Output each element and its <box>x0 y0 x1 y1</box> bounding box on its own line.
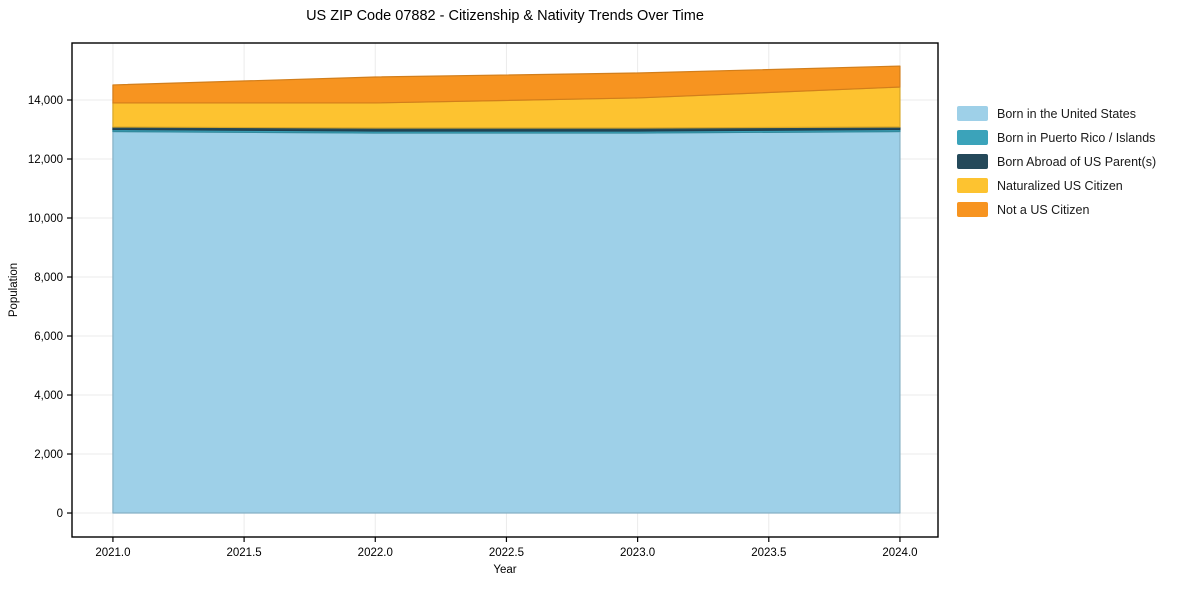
y-tick-label: 0 <box>57 508 63 520</box>
legend-item: Born Abroad of US Parent(s) <box>957 154 1156 169</box>
y-tick-label: 14,000 <box>28 95 63 107</box>
x-tick-label: 2022.0 <box>358 547 393 559</box>
legend-label: Born Abroad of US Parent(s) <box>997 154 1157 169</box>
area-series-4 <box>112 65 901 104</box>
x-tick-label: 2023.5 <box>751 547 786 559</box>
legend-item: Born in Puerto Rico / Islands <box>957 130 1156 145</box>
legend-swatch <box>957 130 988 145</box>
legend-label: Born in Puerto Rico / Islands <box>997 130 1156 145</box>
y-tick-label: 2,000 <box>34 449 63 461</box>
y-axis-label: Population <box>8 262 21 318</box>
legend: Born in the United States Born in Puerto … <box>957 106 1156 217</box>
x-tick-label: 2021.5 <box>227 547 262 559</box>
y-tick-label: 4,000 <box>34 390 63 402</box>
y-tick-label: 6,000 <box>34 331 63 343</box>
area-series-0 <box>112 130 901 514</box>
legend-label: Born in the United States <box>997 106 1136 121</box>
legend-label: Naturalized US Citizen <box>997 178 1123 193</box>
legend-item: Naturalized US Citizen <box>957 178 1156 193</box>
x-tick-label: 2021.0 <box>95 547 130 559</box>
x-tick-label: 2022.5 <box>489 547 524 559</box>
x-axis-label: Year <box>493 564 517 576</box>
y-tick-label: 12,000 <box>28 154 63 166</box>
y-axis-label-wrap: Population <box>2 43 26 537</box>
axes-spines <box>71 42 939 538</box>
legend-label: Not a US Citizen <box>997 202 1090 217</box>
legend-swatch <box>957 106 988 121</box>
legend-swatch <box>957 178 988 193</box>
legend-swatch <box>957 202 988 217</box>
y-tick-label: 10,000 <box>28 213 63 225</box>
x-tick-label: 2023.0 <box>620 547 655 559</box>
y-tick-label: 8,000 <box>34 272 63 284</box>
x-tick-label: 2024.0 <box>882 547 917 559</box>
legend-item: Not a US Citizen <box>957 202 1156 217</box>
legend-swatch <box>957 154 988 169</box>
chart-title: US ZIP Code 07882 - Citizenship & Nativi… <box>306 8 704 24</box>
legend-item: Born in the United States <box>957 106 1156 121</box>
